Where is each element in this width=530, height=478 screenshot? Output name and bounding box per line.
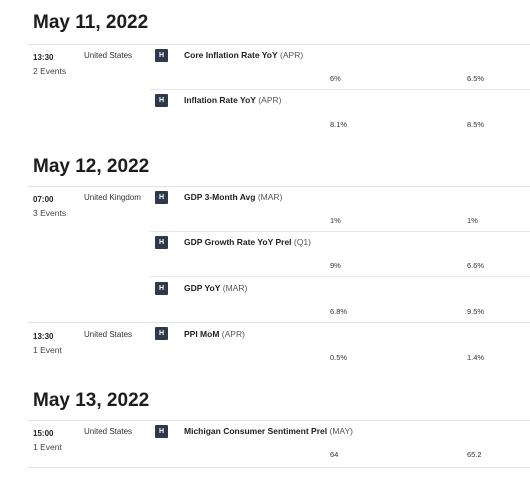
day-title: May 12, 2022 (33, 156, 150, 177)
event-value-b: 6.6% (467, 261, 485, 270)
divider (28, 420, 530, 421)
event-value-a: 6.8% (330, 307, 348, 316)
event-value-a: 64 (330, 450, 339, 459)
event-value-a: 1% (330, 216, 341, 225)
day-title: May 11, 2022 (33, 12, 149, 33)
event-count: 1 Event (33, 345, 62, 355)
event-value-b: 9.5% (467, 307, 485, 316)
event-time: 13:30 (33, 53, 54, 62)
divider (149, 231, 530, 232)
event-name[interactable]: PPI MoM (APR) (184, 329, 245, 339)
divider (28, 186, 530, 187)
divider (28, 322, 530, 323)
high-impact-icon: H (155, 49, 168, 62)
event-value-a: 6% (330, 74, 341, 83)
event-value-a: 0.5% (330, 353, 348, 362)
event-count: 3 Events (33, 208, 67, 218)
high-impact-icon: H (155, 282, 168, 295)
high-impact-icon: H (155, 191, 168, 204)
event-name[interactable]: Michigan Consumer Sentiment Prel (MAY) (184, 426, 353, 436)
divider (28, 44, 530, 45)
event-count: 2 Events (33, 66, 67, 76)
event-count: 1 Event (33, 442, 62, 452)
event-value-b: 6.5% (467, 74, 485, 83)
event-value-a: 9% (330, 261, 341, 270)
event-time: 13:30 (33, 332, 54, 341)
high-impact-icon: H (155, 327, 168, 340)
high-impact-icon: H (155, 94, 168, 107)
event-value-b: 65.2 (467, 450, 482, 459)
event-country: United States (84, 330, 133, 339)
event-name[interactable]: Inflation Rate YoY (APR) (184, 95, 282, 105)
event-time: 07:00 (33, 195, 54, 204)
event-country: United States (84, 427, 133, 436)
divider (149, 89, 530, 90)
event-country: United States (84, 51, 133, 60)
event-time: 15:00 (33, 429, 54, 438)
event-country: United Kingdom (84, 193, 141, 202)
divider (28, 467, 530, 468)
event-name[interactable]: GDP Growth Rate YoY Prel (Q1) (184, 237, 311, 247)
day-title: May 13, 2022 (33, 390, 150, 411)
event-value-b: 1% (467, 216, 478, 225)
event-value-b: 8.5% (467, 120, 485, 129)
event-name[interactable]: GDP YoY (MAR) (184, 283, 248, 293)
event-name[interactable]: Core Inflation Rate YoY (APR) (184, 50, 304, 60)
event-name[interactable]: GDP 3-Month Avg (MAR) (184, 192, 283, 202)
high-impact-icon: H (155, 236, 168, 249)
event-value-b: 1.4% (467, 353, 485, 362)
high-impact-icon: H (155, 425, 168, 438)
divider (149, 276, 530, 277)
event-value-a: 8.1% (330, 120, 348, 129)
